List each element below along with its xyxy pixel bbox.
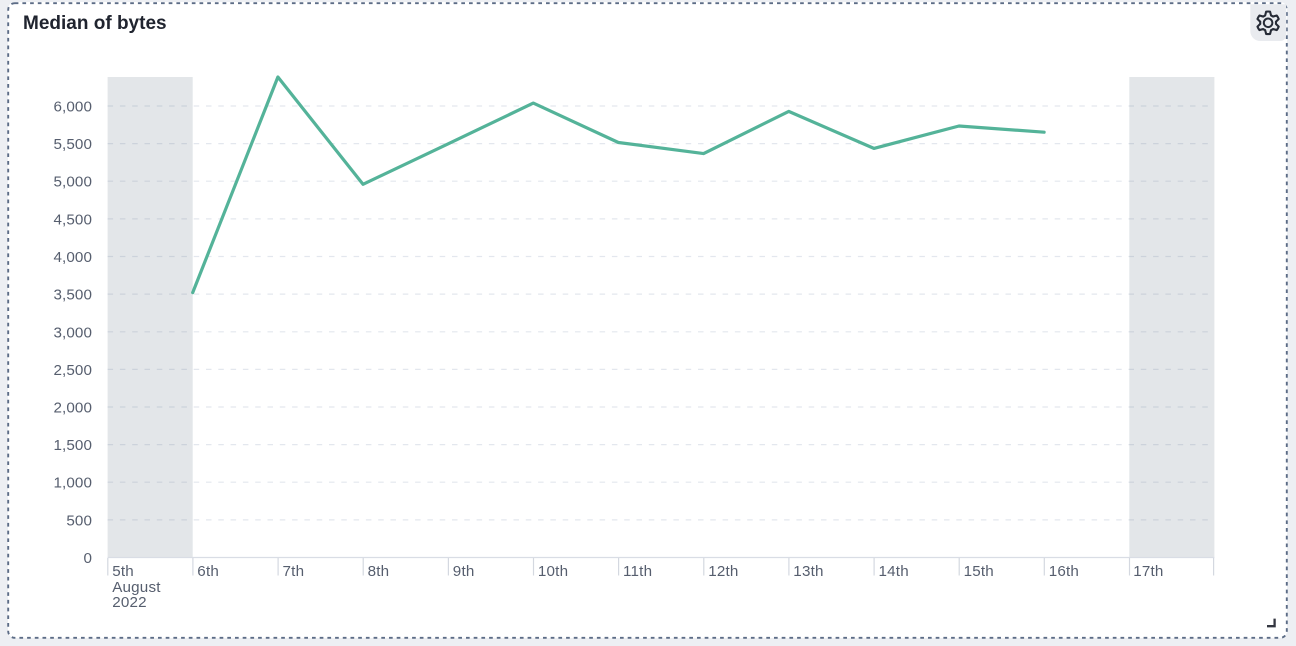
svg-text:8th: 8th (368, 563, 390, 580)
svg-text:7th: 7th (283, 563, 305, 580)
svg-text:Median of bytes: Median of bytes (23, 13, 167, 34)
svg-text:5,000: 5,000 (53, 174, 92, 191)
svg-text:3,000: 3,000 (53, 324, 92, 341)
svg-text:14th: 14th (879, 563, 909, 580)
svg-text:15th: 15th (964, 563, 994, 580)
svg-text:12th: 12th (708, 563, 738, 580)
svg-text:4,000: 4,000 (53, 249, 92, 266)
svg-text:2,000: 2,000 (53, 400, 92, 417)
svg-text:16th: 16th (1049, 563, 1079, 580)
svg-text:1,500: 1,500 (53, 437, 92, 454)
svg-text:0: 0 (83, 550, 92, 567)
svg-text:10th: 10th (538, 563, 568, 580)
svg-text:5,500: 5,500 (53, 136, 92, 153)
svg-text:11th: 11th (623, 563, 652, 580)
svg-text:4,500: 4,500 (53, 211, 92, 228)
svg-text:9th: 9th (453, 563, 475, 580)
svg-text:2,500: 2,500 (53, 362, 92, 379)
svg-text:6,000: 6,000 (53, 99, 92, 116)
svg-text:August: August (112, 579, 161, 596)
svg-text:2022: 2022 (112, 594, 147, 611)
svg-text:13th: 13th (793, 563, 823, 580)
svg-text:6th: 6th (197, 563, 219, 580)
svg-text:3,500: 3,500 (53, 287, 92, 304)
svg-text:500: 500 (66, 512, 92, 529)
svg-text:1,000: 1,000 (53, 475, 92, 492)
svg-text:5th: 5th (112, 563, 134, 580)
svg-text:17th: 17th (1133, 563, 1163, 580)
